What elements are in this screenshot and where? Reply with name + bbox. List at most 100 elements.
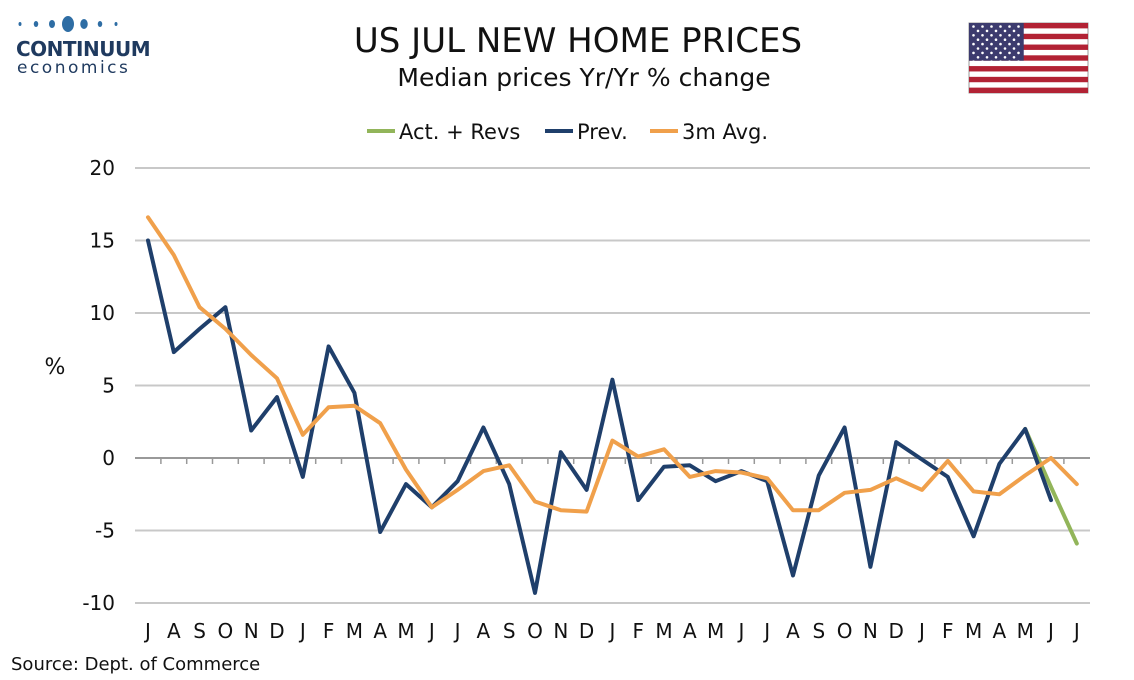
flag-star (999, 60, 1002, 63)
x-tick-label: M (397, 619, 414, 643)
flag-stripe (969, 87, 1088, 93)
flag-star (994, 29, 998, 33)
flag-star (994, 47, 998, 50)
flag-star (972, 51, 975, 55)
flag-star (999, 51, 1002, 55)
x-tick-label: S (193, 619, 206, 643)
flag-star (1008, 42, 1011, 46)
x-tick-label: D (269, 619, 284, 643)
logo-dot (18, 22, 22, 26)
legend: Act. + Revs Prev. 3m Avg. (367, 120, 768, 144)
x-tick-label: D (888, 619, 903, 643)
flag-star (994, 56, 998, 59)
flag-star (985, 47, 989, 50)
x-tick-label: J (917, 619, 925, 643)
x-tick-label: D (579, 619, 594, 643)
x-tick-label: O (527, 619, 543, 643)
flag-star (1017, 42, 1020, 46)
x-tick-label: M (965, 619, 982, 643)
chart-subtitle: Median prices Yr/Yr % change (397, 63, 770, 92)
x-tick-label: F (942, 619, 954, 643)
flag-star (1003, 29, 1007, 33)
flag-star (1003, 38, 1007, 41)
flag-stripe (969, 33, 1088, 40)
flag-canton (969, 23, 1024, 61)
x-tick-label: F (632, 619, 644, 643)
flag-star (981, 42, 984, 46)
flag-star (972, 25, 975, 28)
flag-star (999, 34, 1002, 37)
y-tick-label: 20 (90, 156, 115, 180)
y-tick-label: 5 (102, 374, 115, 398)
flag-star (976, 47, 980, 50)
flag-star (985, 29, 989, 33)
flag-star (1012, 47, 1016, 50)
flag-star (990, 42, 993, 46)
x-tick-label: A (683, 619, 697, 643)
series-layer (146, 215, 1079, 595)
x-tick-label: A (993, 619, 1007, 643)
x-tick-label: N (553, 619, 568, 643)
y-tick-label: -5 (95, 519, 115, 543)
logo-dot (114, 22, 118, 26)
logo-dot (97, 21, 103, 27)
logo-name: CONTINUUM (16, 37, 150, 61)
x-tick-label: N (863, 619, 878, 643)
x-tick-label: M (1017, 619, 1034, 643)
source-note: Source: Dept. of Commerce (11, 654, 260, 675)
flag-stripe (969, 66, 1088, 72)
series-line (146, 215, 1079, 514)
flag-star (1008, 51, 1011, 55)
legend-entry: Act. + Revs (399, 120, 520, 144)
x-tick-label: A (477, 619, 491, 643)
x-tick-label: J (762, 619, 770, 643)
flag-star (1008, 60, 1011, 63)
flag-star (1017, 34, 1020, 37)
flag-star (990, 60, 993, 63)
x-tick-label: J (607, 619, 615, 643)
flag-star (976, 38, 980, 41)
flag-star (1012, 38, 1016, 41)
x-tick-label: M (655, 619, 672, 643)
flag-star (1003, 56, 1007, 59)
flag-star (985, 56, 989, 59)
x-tick-label: S (503, 619, 516, 643)
logo-dots-icon (18, 16, 118, 32)
flag-star (1012, 56, 1016, 59)
continuum-logo: CONTINUUM economics (16, 16, 151, 78)
flag-stripe (969, 44, 1088, 50)
flag-star (976, 29, 980, 33)
chart-title: US JUL NEW HOME PRICES (354, 21, 802, 61)
flag-star (1012, 29, 1016, 33)
y-axis: 20 15 10 5 0 -5 -10 (82, 156, 115, 615)
x-tick-label: O (218, 619, 234, 643)
x-tick-label: A (167, 619, 181, 643)
flag-star (999, 25, 1002, 28)
legend-entry: 3m Avg. (682, 120, 768, 144)
x-tick-label: A (786, 619, 800, 643)
flag-star (981, 25, 984, 28)
flag-star (1008, 34, 1011, 37)
flag-star (985, 38, 989, 41)
flag-star (990, 34, 993, 37)
flag-stripe (969, 23, 1088, 29)
logo-dot (80, 19, 88, 29)
y-tick-label: 10 (90, 301, 115, 325)
x-tick-label: S (812, 619, 825, 643)
flag-star (999, 42, 1002, 46)
x-tick-label: M (707, 619, 724, 643)
flag-stripe (969, 76, 1088, 83)
flag-star (1017, 60, 1020, 63)
logo-subtitle: economics (17, 58, 130, 78)
flag-star (972, 60, 975, 63)
flag-star (994, 38, 998, 41)
y-axis-label: % (45, 355, 66, 380)
us-flag-icon (968, 22, 1089, 94)
x-tick-label: O (837, 619, 853, 643)
x-tick-label: J (1046, 619, 1054, 643)
flag-star (981, 34, 984, 37)
logo-dot (49, 20, 55, 28)
x-tick-label: F (323, 619, 335, 643)
